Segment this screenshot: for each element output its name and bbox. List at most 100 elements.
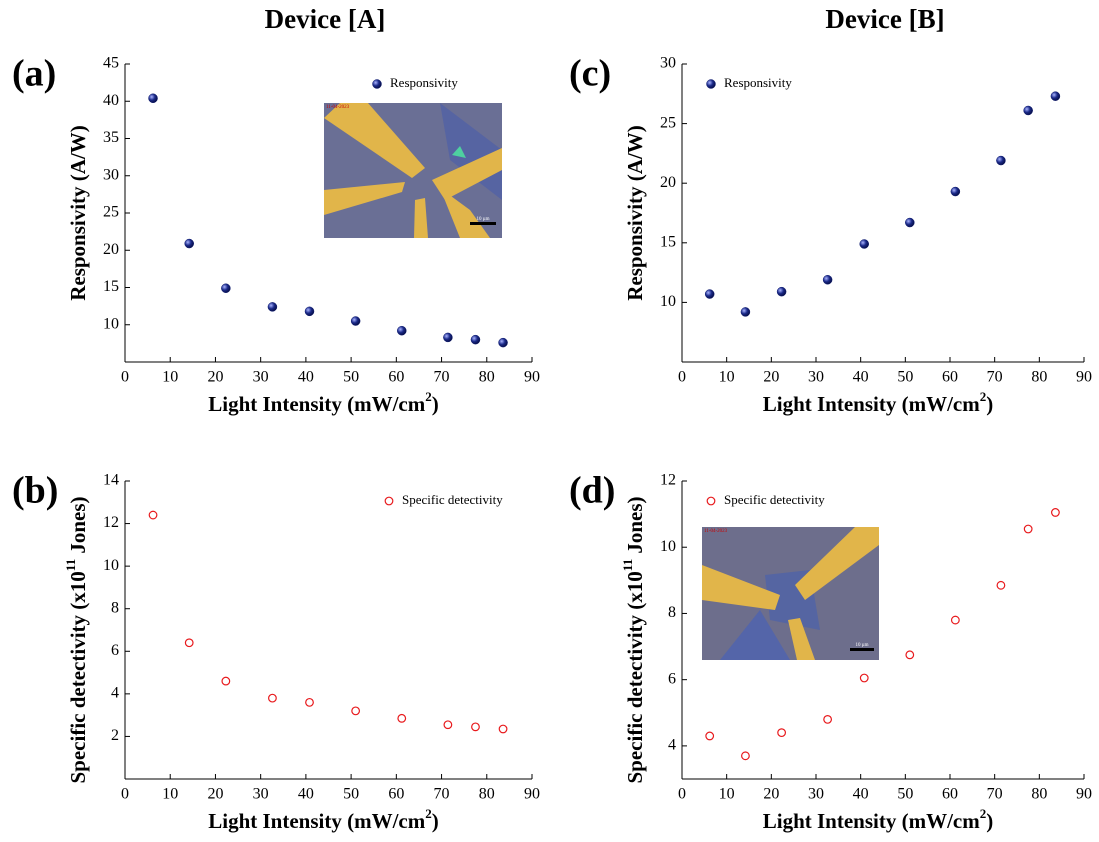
- x-tick-label: 30: [808, 369, 824, 386]
- inset-label: 10 µm: [476, 217, 489, 222]
- x-tick-label: 80: [479, 786, 495, 803]
- x-tick-label: 60: [388, 369, 404, 386]
- point: [1050, 91, 1061, 101]
- point: [859, 239, 869, 249]
- x-tick-label: 10: [162, 786, 178, 803]
- x-tick-label: 50: [897, 369, 913, 386]
- point: [822, 275, 833, 285]
- x-axis-title-part: 2: [425, 389, 432, 404]
- y-tick-label: 8: [111, 599, 119, 616]
- x-tick-label: 70: [434, 369, 450, 386]
- x-tick-label: 10: [719, 786, 735, 803]
- inset-label: 11-04-2023: [326, 105, 350, 110]
- x-axis-title-part: Light Intensity (mW/cm: [208, 392, 426, 416]
- y-axis-title-part: Jones): [623, 496, 647, 558]
- y-tick-label: 25: [103, 204, 119, 221]
- point: [996, 580, 1006, 590]
- point: [397, 713, 407, 723]
- x-tick-label: 40: [298, 369, 314, 386]
- point: [221, 676, 231, 686]
- legend-label: Specific detectivity: [402, 492, 503, 507]
- y-axis-title: Specific detectivity (x1011 Jones): [620, 496, 647, 783]
- x-tick-label: 50: [897, 786, 913, 803]
- x-tick-label: 50: [343, 786, 359, 803]
- x-axis-title-part: 2: [425, 806, 432, 821]
- y-tick-label: 30: [103, 166, 119, 183]
- y-tick-label: 4: [111, 685, 119, 702]
- point: [776, 286, 787, 297]
- x-tick-label: 30: [253, 786, 269, 803]
- y-tick-label: 4: [668, 737, 676, 754]
- point: [823, 715, 833, 724]
- point: [305, 697, 314, 707]
- inset-image: 11-04-2023 10 µm: [324, 103, 502, 238]
- y-axis-title-part: 11: [620, 559, 635, 571]
- point: [443, 720, 453, 730]
- x-axis-title: Light Intensity (mW/cm2): [763, 806, 994, 833]
- point: [705, 731, 715, 741]
- point: [443, 332, 453, 343]
- inset-label: 11-04-2023: [704, 529, 728, 534]
- point: [267, 302, 278, 312]
- panel-label: (a): [12, 53, 56, 95]
- point: [950, 186, 961, 197]
- y-axis-title-part: Specific detectivity (x10: [66, 571, 90, 783]
- y-axis-title-part: Specific detectivity (x10: [623, 571, 647, 783]
- y-axis-title-part: Responsivity (A/W): [66, 125, 90, 301]
- x-tick-label: 10: [162, 369, 178, 386]
- point: [221, 283, 231, 293]
- legend-marker: [372, 79, 382, 89]
- y-tick-label: 2: [111, 727, 119, 744]
- y-axis-title-part: Responsivity (A/W): [623, 125, 647, 301]
- panel-label: (c): [569, 53, 611, 95]
- x-tick-label: 90: [1076, 369, 1092, 386]
- x-axis-title-part: 2: [980, 389, 987, 404]
- x-tick-label: 0: [121, 369, 129, 386]
- x-tick-label: 20: [207, 786, 223, 803]
- point: [397, 325, 407, 336]
- x-tick-label: 20: [207, 369, 223, 386]
- point: [905, 650, 915, 660]
- y-axis-title: Specific detectivity (x1011 Jones): [63, 496, 90, 783]
- y-tick-label: 30: [660, 55, 676, 72]
- point: [740, 307, 751, 317]
- y-axis-title: Responsivity (A/W): [623, 125, 647, 301]
- y-tick-label: 12: [660, 472, 676, 489]
- point: [777, 728, 787, 738]
- point: [148, 93, 158, 104]
- y-tick-label: 6: [668, 670, 676, 687]
- point: [471, 722, 480, 732]
- y-tick-label: 40: [103, 92, 119, 109]
- x-tick-label: 90: [524, 369, 540, 386]
- y-axis-title: Responsivity (A/W): [66, 125, 90, 301]
- inset-image: 11-04-2023 10 µm: [702, 527, 879, 660]
- x-tick-label: 60: [942, 786, 958, 803]
- panel-label: (d): [569, 470, 615, 512]
- x-axis-title-part: 2: [980, 806, 987, 821]
- x-tick-label: 70: [434, 786, 450, 803]
- column-title: Device [A]: [265, 4, 386, 34]
- legend-label: Responsivity: [390, 75, 458, 90]
- y-tick-label: 15: [103, 278, 119, 295]
- panel-label: (b): [12, 470, 58, 512]
- x-axis-title-part: ): [432, 809, 439, 833]
- x-tick-label: 20: [763, 369, 779, 386]
- x-tick-label: 60: [942, 369, 958, 386]
- x-tick-label: 0: [678, 786, 686, 803]
- point: [1051, 508, 1060, 517]
- point: [304, 306, 315, 317]
- point: [498, 337, 508, 348]
- inset-label: 10 µm: [855, 643, 868, 648]
- x-tick-label: 90: [524, 786, 540, 803]
- x-axis-title: Light Intensity (mW/cm2): [763, 389, 994, 416]
- x-tick-label: 0: [121, 786, 129, 803]
- x-tick-label: 40: [298, 786, 314, 803]
- x-tick-label: 50: [343, 369, 359, 386]
- point: [1023, 105, 1033, 116]
- x-axis-title-part: ): [986, 392, 993, 416]
- y-tick-label: 10: [103, 557, 119, 574]
- x-tick-label: 80: [1031, 786, 1047, 803]
- x-tick-label: 40: [853, 786, 869, 803]
- x-tick-label: 40: [853, 369, 869, 386]
- y-axis-title-part: 11: [63, 559, 78, 571]
